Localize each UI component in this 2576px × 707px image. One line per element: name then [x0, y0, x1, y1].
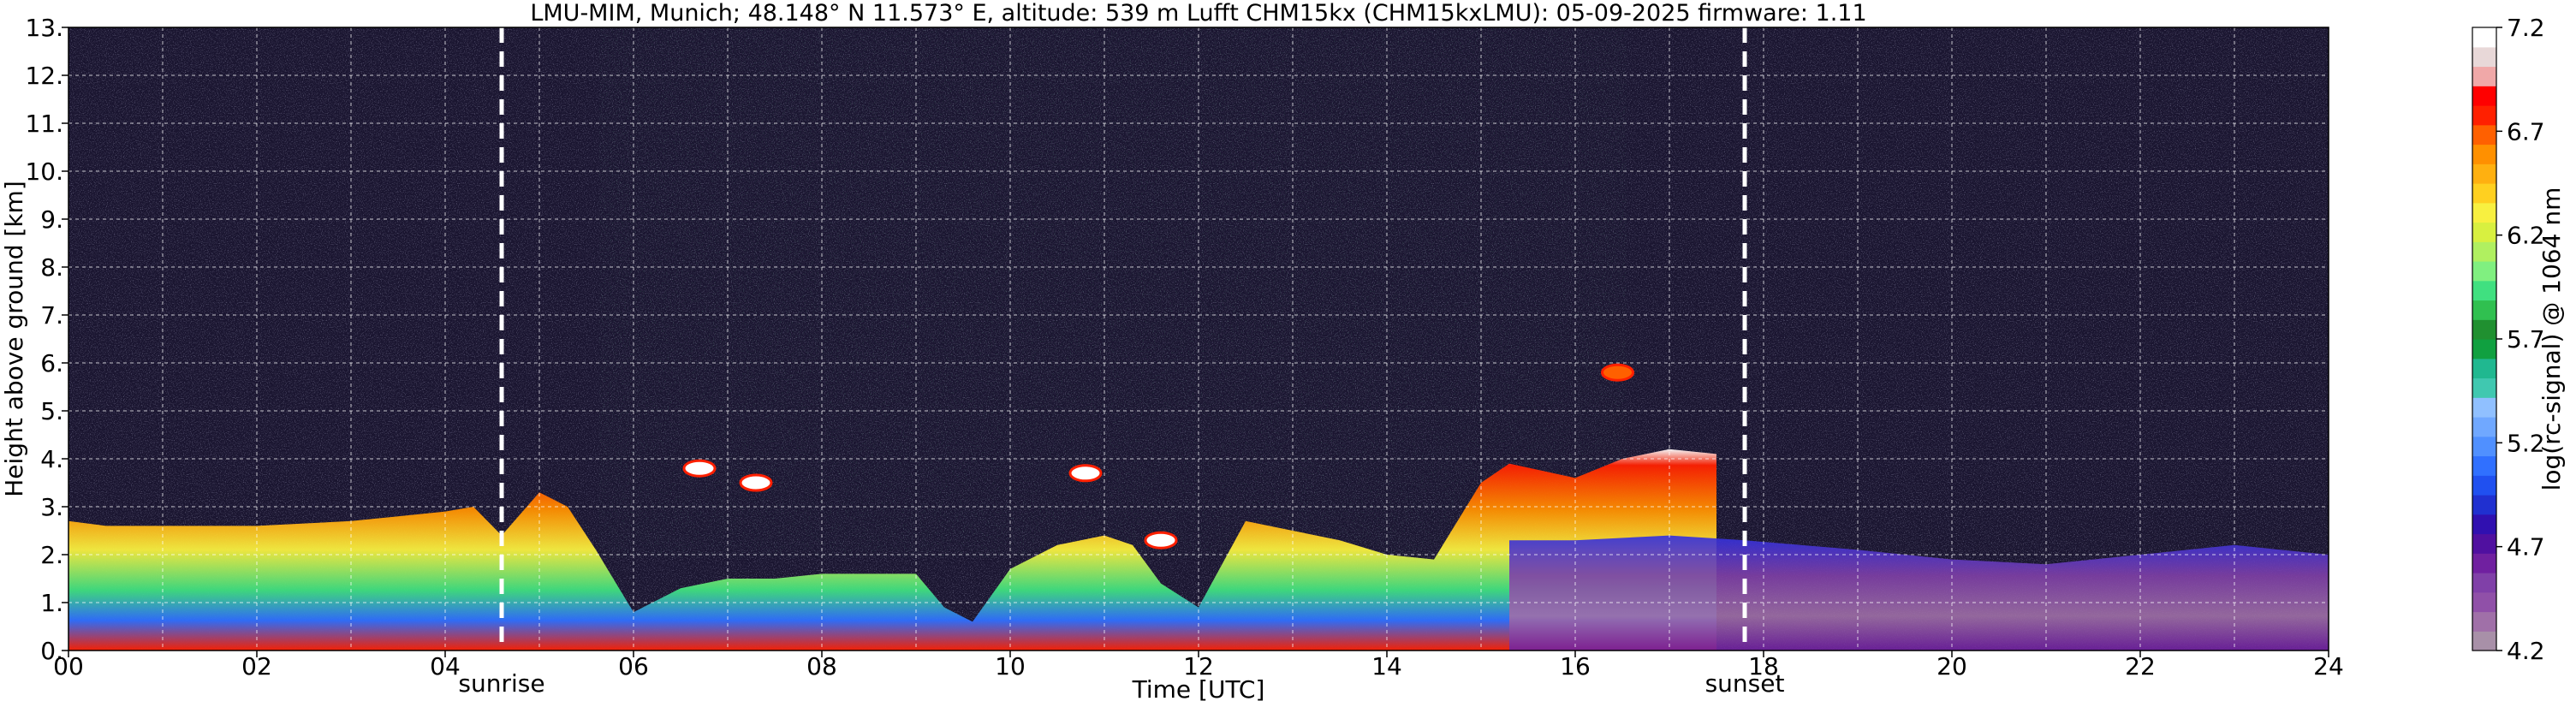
colorbar-segment: [2472, 533, 2496, 554]
x-tick-label: 02: [241, 652, 272, 680]
colorbar-tick-label: 7.2: [2507, 14, 2545, 42]
x-tick-label: 12: [1183, 652, 1214, 680]
colorbar-segment: [2472, 241, 2496, 262]
noise-texture-green: [599, 27, 1627, 558]
colorbar-segment: [2472, 436, 2496, 457]
y-tick-label: 2.: [40, 541, 63, 569]
y-tick-label: 12.: [25, 62, 63, 90]
y-tick-label: 0.: [40, 637, 63, 665]
x-axis-label: Time [UTC]: [1132, 675, 1265, 704]
plot-area: [68, 27, 2329, 651]
cloud-patch: [1144, 531, 1178, 550]
colorbar-segment: [2472, 475, 2496, 496]
x-tick-label: 22: [2125, 652, 2156, 680]
y-tick-label: 6.: [40, 349, 63, 377]
colorbar-segment: [2472, 417, 2496, 437]
colorbar-segment: [2472, 377, 2496, 398]
x-tick-label: 24: [2313, 652, 2344, 680]
colorbar-segment: [2472, 163, 2496, 184]
y-tick-label: 11.: [25, 110, 63, 138]
sun-markers: [499, 27, 1747, 651]
colorbar-segment: [2472, 397, 2496, 418]
x-tick-label: 16: [1560, 652, 1591, 680]
colorbar-segment: [2472, 611, 2496, 632]
cloud-patch: [1601, 363, 1634, 382]
x-axis: 00 02 04 06 08 10 12 14 16 18 20 22 24: [53, 651, 2344, 680]
colorbar-segment: [2472, 339, 2496, 359]
chart-title: LMU-MIM, Munich; 48.148° N 11.573° E, al…: [530, 0, 1866, 27]
colorbar-segment: [2472, 202, 2496, 223]
x-tick-label: 10: [995, 652, 1026, 680]
x-tick-label: 08: [806, 652, 837, 680]
colorbar-segment: [2472, 358, 2496, 379]
y-tick-label: 10.: [25, 157, 63, 186]
y-tick-label: 4.: [40, 445, 63, 473]
colorbar-segment: [2472, 222, 2496, 242]
y-tick-label: 3.: [40, 493, 63, 521]
layer-boundary-layer: [68, 449, 1716, 651]
colorbar-segment: [2472, 455, 2496, 476]
colorbar-segment: [2472, 300, 2496, 320]
layer-residual-layer: [1509, 535, 2329, 651]
cloud-patch: [739, 473, 773, 492]
colorbar-segment: [2472, 553, 2496, 573]
y-axis-label: Height above ground [km]: [0, 181, 28, 497]
colorbar-tick-label: 6.7: [2507, 117, 2545, 146]
colorbar-segment: [2472, 27, 2496, 48]
colorbar-segment: [2472, 319, 2496, 340]
y-tick-label: 7.: [40, 301, 63, 330]
signal-layers: [68, 363, 2329, 651]
colorbar-segment: [2472, 280, 2496, 301]
colorbar-tick-label: 4.2: [2507, 637, 2545, 665]
colorbar-tick-label: 6.2: [2507, 222, 2545, 250]
colorbar-segment: [2472, 261, 2496, 282]
x-tick-label: 06: [618, 652, 649, 680]
x-tick-label: 20: [1936, 652, 1967, 680]
y-axis: 0. 1. 2. 3. 4. 5. 6. 7. 8. 9. 10. 11. 12. 13.: [25, 14, 68, 665]
colorbar-segment: [2472, 591, 2496, 613]
colorbar-label: log(rc-signal) @ 1064 nm: [2537, 187, 2566, 491]
colorbar-segment: [2472, 573, 2496, 593]
cloud-patch: [682, 459, 717, 478]
colorbar-segment: [2472, 144, 2496, 164]
x-tick-label: 14: [1371, 652, 1402, 680]
colorbar-segment: [2472, 514, 2496, 535]
colorbar: 4.2 4.7 5.2 5.7 6.2 6.7 7.2: [2472, 14, 2545, 665]
y-tick-label: 1.: [40, 589, 63, 617]
cloud-patch: [1068, 464, 1103, 483]
colorbar-segment: [2472, 183, 2496, 204]
y-tick-label: 13.: [25, 14, 63, 42]
colorbar-segment: [2472, 86, 2496, 106]
x-tick-label: 00: [53, 652, 84, 680]
colorbar-segment: [2472, 105, 2496, 126]
x-tick-label: 04: [430, 652, 461, 680]
sunset-label: sunset: [1705, 669, 1785, 698]
y-tick-label: 8.: [40, 253, 63, 282]
colorbar-tick-label: 4.7: [2507, 533, 2545, 561]
colorbar-segment: [2472, 124, 2496, 146]
sunrise-label: sunrise: [458, 669, 544, 698]
colorbar-tick-label: 5.2: [2507, 429, 2545, 457]
x-tick-label: 18: [1748, 652, 1779, 680]
colorbar-segment: [2472, 495, 2496, 515]
colorbar-segment: [2472, 46, 2496, 68]
colorbar-segment: [2472, 66, 2496, 86]
colorbar-segment: [2472, 631, 2496, 651]
y-tick-label: 5.: [40, 397, 63, 425]
colorbar-tick-label: 5.7: [2507, 325, 2545, 354]
y-tick-label: 9.: [40, 205, 63, 234]
